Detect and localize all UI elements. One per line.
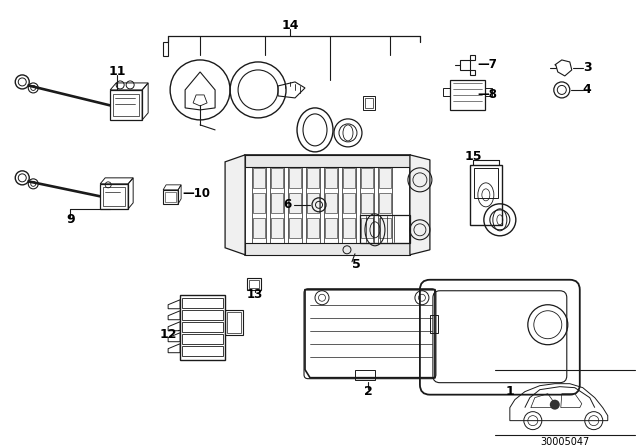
Text: 9: 9 [66, 213, 74, 226]
Text: 15: 15 [464, 151, 482, 164]
Bar [378, 167, 392, 243]
Bar [307, 218, 319, 238]
Bar [245, 155, 410, 167]
Bar [289, 168, 301, 188]
Bar [307, 193, 319, 213]
Bar [180, 295, 225, 360]
Text: 2: 2 [364, 385, 372, 398]
Bar [271, 218, 283, 238]
Bar [379, 193, 391, 213]
Bar [271, 168, 283, 188]
Text: 13: 13 [247, 288, 263, 301]
Bar [361, 168, 373, 188]
Text: 1: 1 [506, 385, 514, 398]
Polygon shape [410, 155, 430, 255]
Bar [379, 218, 391, 238]
Bar [165, 192, 176, 202]
Bar [361, 193, 373, 213]
Bar [360, 167, 374, 243]
Text: 11: 11 [108, 65, 126, 78]
Bar [361, 218, 373, 238]
Bar [325, 168, 337, 188]
Bar [360, 215, 410, 243]
Bar [247, 278, 261, 290]
Bar [252, 167, 266, 243]
Bar [470, 165, 502, 225]
Bar [325, 193, 337, 213]
Bar [249, 280, 259, 288]
Text: 5: 5 [352, 258, 361, 271]
Bar [182, 298, 223, 308]
Bar [182, 322, 223, 332]
Text: 3: 3 [583, 61, 591, 74]
Bar [306, 167, 320, 243]
Bar [253, 168, 265, 188]
Bar [103, 187, 125, 206]
Bar [100, 184, 128, 209]
Bar [430, 315, 438, 333]
Bar [343, 218, 355, 238]
Bar [474, 168, 498, 198]
Bar [163, 190, 178, 204]
Bar [363, 96, 375, 110]
Circle shape [550, 400, 560, 409]
Bar [289, 218, 301, 238]
Bar [450, 80, 485, 110]
Text: —7: —7 [478, 58, 498, 71]
Text: —10: —10 [182, 187, 210, 200]
Bar [270, 167, 284, 243]
Bar [342, 167, 356, 243]
Bar [343, 168, 355, 188]
Text: 30005047: 30005047 [540, 437, 589, 447]
Bar [253, 218, 265, 238]
Bar [245, 243, 410, 255]
Bar [307, 168, 319, 188]
Bar [225, 310, 243, 335]
Bar [253, 193, 265, 213]
Text: 6: 6 [283, 198, 291, 211]
Bar [379, 168, 391, 188]
Bar [288, 167, 302, 243]
Bar [227, 312, 241, 333]
Text: 14: 14 [281, 19, 299, 32]
Text: 4: 4 [583, 83, 591, 96]
Text: —8: —8 [478, 88, 498, 101]
Text: 12: 12 [159, 328, 177, 341]
Bar [110, 90, 142, 120]
Bar [245, 155, 410, 255]
Bar [182, 346, 223, 356]
Bar [355, 370, 375, 379]
Bar [113, 94, 139, 116]
Bar [289, 193, 301, 213]
Bar [182, 310, 223, 320]
Bar [365, 98, 373, 108]
Polygon shape [225, 155, 245, 255]
Bar [325, 218, 337, 238]
Bar [182, 334, 223, 344]
Bar [343, 193, 355, 213]
Bar [163, 42, 168, 56]
Bar [271, 193, 283, 213]
Bar [324, 167, 338, 243]
